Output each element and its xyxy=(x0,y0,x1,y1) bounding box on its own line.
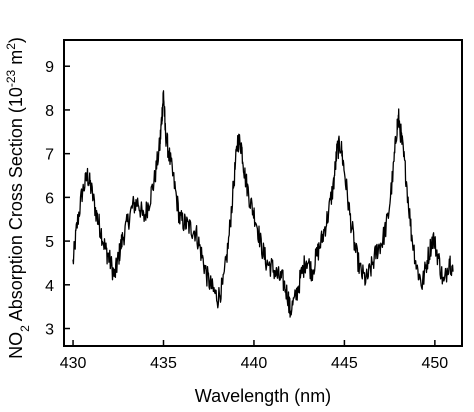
y-tick-labels: 3 4 5 6 7 8 9 xyxy=(45,59,54,338)
y-tick-label: 7 xyxy=(45,147,54,164)
y-title-subscript: 2 xyxy=(18,325,32,332)
y-title-middle: Absorption Cross Section (10 xyxy=(6,87,26,325)
y-title-suffix: ) xyxy=(6,37,26,43)
x-tick-label: 430 xyxy=(60,355,87,372)
y-title-unit-exponent: 2 xyxy=(4,43,18,50)
y-tick-label: 8 xyxy=(45,103,54,120)
y-title-unit: m xyxy=(6,50,26,70)
y-tick-label: 9 xyxy=(45,59,54,76)
plot-frame xyxy=(63,39,463,347)
y-tick-label: 5 xyxy=(45,234,54,251)
x-tick-labels: 430 435 440 445 450 xyxy=(60,355,449,372)
series-line xyxy=(72,90,454,318)
y-axis-title: NO2 Absorption Cross Section (10-23 m2) xyxy=(4,37,32,359)
y-tick-label: 3 xyxy=(45,322,54,339)
x-axis-title: Wavelength (nm) xyxy=(195,386,331,406)
y-tick-label: 6 xyxy=(45,190,54,207)
x-tick-label: 435 xyxy=(150,355,177,372)
y-tick-label: 4 xyxy=(45,278,54,295)
x-tick-label: 440 xyxy=(241,355,268,372)
x-tick-label: 450 xyxy=(422,355,449,372)
y-title-prefix: NO xyxy=(6,332,26,359)
y-title-exponent: -23 xyxy=(4,69,18,87)
x-tick-label: 445 xyxy=(331,355,358,372)
